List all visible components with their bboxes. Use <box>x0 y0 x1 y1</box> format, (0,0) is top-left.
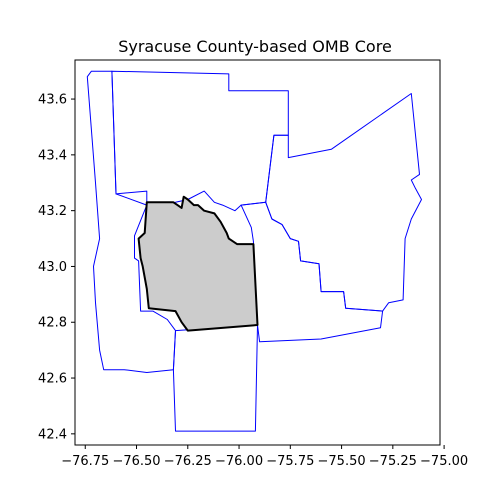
y-tick-label: 42.4 <box>38 427 67 442</box>
x-tick-label: −75.00 <box>420 454 468 469</box>
y-tick-label: 42.6 <box>38 372 67 387</box>
x-tick-label: −76.25 <box>164 454 212 469</box>
x-tick-label: −76.00 <box>215 454 263 469</box>
x-tick-label: −75.25 <box>369 454 417 469</box>
y-tick-label: 43.2 <box>38 204 67 219</box>
county-outline-west <box>86 70 176 373</box>
y-tick-label: 43.4 <box>38 148 67 163</box>
county-outline-east <box>265 93 422 312</box>
x-tick-label: −75.50 <box>318 454 366 469</box>
x-tick-label: −76.75 <box>61 454 109 469</box>
x-tick-label: −75.75 <box>266 454 314 469</box>
map-title: Syracuse County-based OMB Core <box>118 37 392 56</box>
county-outline-north <box>111 70 289 212</box>
x-tick-label: −76.50 <box>112 454 160 469</box>
y-tick-label: 42.8 <box>38 316 67 331</box>
county-outline-south <box>172 324 258 432</box>
y-tick-label: 43.6 <box>38 93 67 108</box>
county-outline-southeast <box>240 201 384 343</box>
axes-frame <box>74 59 441 446</box>
y-tick-label: 43.0 <box>38 260 67 275</box>
core-county-onondaga <box>137 195 259 332</box>
tick-layer: −76.75 −76.50 −76.25 −76.00 −75.75 −75.50 −75.… <box>38 93 468 469</box>
core-layer <box>137 195 259 332</box>
